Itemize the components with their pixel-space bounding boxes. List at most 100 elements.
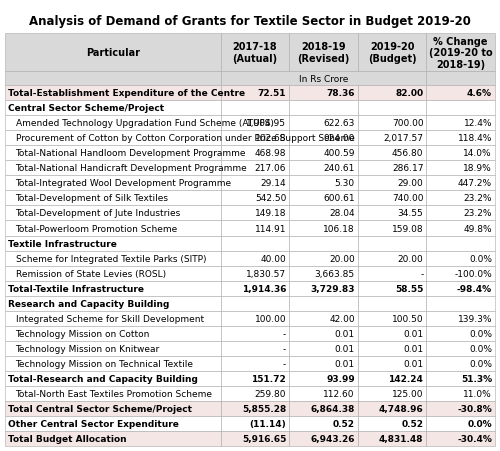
Text: 2018-19
(Revised): 2018-19 (Revised): [298, 42, 350, 64]
Text: 4.6%: 4.6%: [467, 89, 492, 98]
Text: -30.8%: -30.8%: [457, 405, 492, 414]
Bar: [358, 356, 426, 371]
Bar: [289, 101, 358, 116]
Bar: [426, 176, 495, 191]
Text: 740.00: 740.00: [392, 194, 424, 203]
Bar: [289, 176, 358, 191]
Bar: [426, 296, 495, 311]
Bar: [289, 281, 358, 296]
Bar: [5, 387, 220, 401]
Bar: [220, 34, 289, 72]
Bar: [426, 236, 495, 251]
Text: 100.00: 100.00: [254, 314, 286, 323]
Bar: [220, 311, 289, 326]
Text: -100.0%: -100.0%: [454, 269, 492, 278]
Text: 0.01: 0.01: [404, 344, 423, 353]
Bar: [5, 116, 220, 131]
Text: 142.24: 142.24: [388, 374, 424, 383]
Bar: [289, 296, 358, 311]
Text: 23.2%: 23.2%: [464, 209, 492, 218]
Bar: [5, 161, 220, 176]
Text: 0.0%: 0.0%: [469, 359, 492, 368]
Bar: [358, 236, 426, 251]
Bar: [220, 326, 289, 341]
Text: 151.72: 151.72: [252, 374, 286, 383]
Bar: [289, 131, 358, 146]
Text: 4,831.48: 4,831.48: [379, 434, 424, 443]
Text: 118.4%: 118.4%: [458, 134, 492, 143]
Bar: [289, 432, 358, 446]
Text: Total-Development of Silk Textiles: Total-Development of Silk Textiles: [16, 194, 169, 203]
Text: Total-National Handloom Development Programme: Total-National Handloom Development Prog…: [16, 149, 246, 158]
Bar: [289, 401, 358, 416]
Bar: [358, 251, 426, 266]
Bar: [220, 146, 289, 161]
Text: 0.01: 0.01: [404, 359, 423, 368]
Bar: [289, 311, 358, 326]
Bar: [289, 236, 358, 251]
Bar: [289, 251, 358, 266]
Bar: [358, 326, 426, 341]
Text: 0.52: 0.52: [402, 419, 423, 428]
Bar: [220, 191, 289, 206]
Bar: [358, 221, 426, 236]
Bar: [5, 131, 220, 146]
Bar: [5, 296, 220, 311]
Text: Total-Integrated Wool Development Programme: Total-Integrated Wool Development Progra…: [16, 179, 232, 188]
Text: 106.18: 106.18: [323, 224, 355, 233]
Text: 40.00: 40.00: [260, 254, 286, 263]
Bar: [426, 161, 495, 176]
Text: 2017-18
(Autual): 2017-18 (Autual): [232, 42, 278, 64]
Text: Procurement of Cotton by Cotton Corporation under Price Support Scheme: Procurement of Cotton by Cotton Corporat…: [16, 134, 354, 143]
Bar: [358, 131, 426, 146]
Text: Textile Infrastructure: Textile Infrastructure: [8, 239, 117, 248]
Text: 0.0%: 0.0%: [469, 254, 492, 263]
Text: 286.17: 286.17: [392, 164, 424, 173]
Text: -: -: [283, 359, 286, 368]
Text: 93.99: 93.99: [326, 374, 355, 383]
Text: 447.2%: 447.2%: [458, 179, 492, 188]
Bar: [426, 281, 495, 296]
Bar: [220, 281, 289, 296]
Text: 5,855.28: 5,855.28: [242, 405, 286, 414]
Bar: [220, 251, 289, 266]
Bar: [426, 221, 495, 236]
Bar: [358, 146, 426, 161]
Bar: [220, 101, 289, 116]
Text: 51.3%: 51.3%: [461, 374, 492, 383]
Bar: [289, 116, 358, 131]
Text: 23.2%: 23.2%: [464, 194, 492, 203]
Bar: [5, 206, 220, 221]
Text: 72.51: 72.51: [258, 89, 286, 98]
Bar: [358, 296, 426, 311]
Text: 28.04: 28.04: [329, 209, 355, 218]
Bar: [5, 432, 220, 446]
Bar: [426, 206, 495, 221]
Text: 114.91: 114.91: [254, 224, 286, 233]
Text: 20.00: 20.00: [398, 254, 423, 263]
Text: 42.00: 42.00: [329, 314, 355, 323]
Bar: [220, 72, 426, 86]
Bar: [220, 341, 289, 356]
Bar: [5, 281, 220, 296]
Bar: [220, 266, 289, 281]
Text: 622.63: 622.63: [324, 119, 355, 128]
Bar: [220, 296, 289, 311]
Bar: [220, 236, 289, 251]
Text: 34.55: 34.55: [398, 209, 423, 218]
Text: 0.01: 0.01: [404, 329, 423, 338]
Bar: [426, 34, 495, 72]
Bar: [426, 86, 495, 101]
Bar: [5, 371, 220, 387]
Bar: [5, 101, 220, 116]
Text: Total-Establishment Expenditure of the Centre: Total-Establishment Expenditure of the C…: [8, 89, 245, 98]
Bar: [289, 146, 358, 161]
Bar: [426, 341, 495, 356]
Text: 468.98: 468.98: [254, 149, 286, 158]
Bar: [289, 86, 358, 101]
Bar: [220, 161, 289, 176]
Bar: [220, 131, 289, 146]
Bar: [220, 356, 289, 371]
Text: Scheme for Integrated Textile Parks (SITP): Scheme for Integrated Textile Parks (SIT…: [16, 254, 206, 263]
Text: Technology Mission on Technical Textile: Technology Mission on Technical Textile: [16, 359, 194, 368]
